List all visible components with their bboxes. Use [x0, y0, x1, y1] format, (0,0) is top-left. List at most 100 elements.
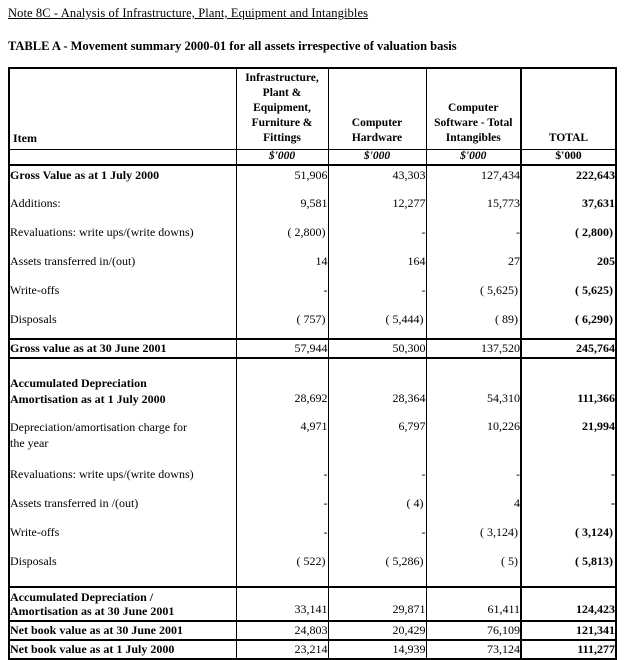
- value-computer-hardware: 50,300: [327, 337, 426, 359]
- row-label: Assets transferred in /(out): [10, 495, 139, 510]
- row-label: Additions:: [10, 195, 61, 210]
- value-total: ( 2,800): [520, 222, 616, 252]
- row-label-line2: Amortisation as at 30 June 2001: [10, 603, 175, 618]
- value-infrastructure: 4,971: [235, 416, 328, 465]
- value-infrastructure: -: [235, 493, 328, 523]
- row-label: Revaluations: write ups/(write downs): [10, 224, 194, 239]
- column-header-row: Item Infrastructure, Plant & Equipment, …: [9, 68, 616, 150]
- value-computer-software: 73,124: [425, 638, 521, 660]
- table-row: Depreciation/amortisation charge for the…: [9, 416, 616, 465]
- value-computer-hardware: 12,277: [327, 193, 426, 223]
- table-row: Disposals ( 757) ( 5,444) ( 89) ( 6,290): [9, 309, 616, 339]
- table-a-title: TABLE A - Movement summary 2000-01 for a…: [8, 39, 457, 53]
- row-label-line2: the year: [10, 435, 49, 450]
- value-computer-hardware: -: [327, 280, 426, 310]
- value-computer-software: 27: [425, 251, 521, 281]
- value-computer-software: ( 5): [425, 551, 521, 581]
- spacer-cell: [520, 580, 616, 587]
- value-infrastructure: -: [235, 522, 328, 552]
- row-label: Write-offs: [10, 282, 60, 297]
- unit-total: $'000: [520, 149, 616, 166]
- summary-row: Net book value as at 1 July 2000 23,214 …: [9, 638, 616, 660]
- table-row: Revaluations: write ups/(write downs) - …: [9, 464, 616, 494]
- value-total: 205: [520, 251, 616, 281]
- unit-computer-hardware: $'000: [327, 149, 426, 166]
- value-total: 37,631: [520, 193, 616, 223]
- row-label-line2: Amortisation as at 1 July 2000: [10, 391, 166, 406]
- table-row: Write-offs - - ( 3,124) ( 3,124): [9, 522, 616, 552]
- value-computer-software: -: [425, 222, 521, 252]
- value-computer-hardware: ( 4): [327, 493, 426, 523]
- value-computer-software: 137,520: [425, 337, 521, 359]
- units-row: $'000 $'000 $'000 $'000: [9, 149, 616, 166]
- spacer-cell: [520, 357, 616, 373]
- table-row: Assets transferred in /(out) - ( 4) 4 -: [9, 493, 616, 523]
- table-row-spacer: [9, 580, 616, 587]
- value-total: 124,423: [520, 585, 616, 622]
- value-total: -: [520, 464, 616, 494]
- column-header-computer-hardware: Computer Hardware: [327, 68, 426, 150]
- value-infrastructure: ( 522): [235, 551, 328, 581]
- value-infrastructure: -: [235, 464, 328, 494]
- unit-computer-software: $'000: [425, 149, 521, 166]
- column-header-item: Item: [9, 68, 236, 150]
- summary-row: Net book value as at 30 June 2001 24,803…: [9, 619, 616, 641]
- value-computer-software: 76,109: [425, 619, 521, 641]
- value-computer-hardware: -: [327, 222, 426, 252]
- value-computer-hardware: -: [327, 522, 426, 552]
- spacer-cell: [9, 358, 236, 373]
- value-infrastructure: 57,944: [235, 337, 328, 359]
- row-label: Write-offs: [10, 524, 60, 539]
- spacer-cell: [327, 357, 426, 373]
- value-computer-hardware: -: [327, 464, 426, 494]
- table-row: Gross Value as at 1 July 2000 51,906 43,…: [9, 164, 616, 194]
- row-label: Accumulated Depreciation / Amortisation …: [9, 585, 236, 622]
- value-computer-software: ( 3,124): [425, 522, 521, 552]
- row-label: Revaluations: write ups/(write downs): [10, 466, 194, 481]
- movement-summary-table: Item Infrastructure, Plant & Equipment, …: [8, 67, 617, 660]
- value-infrastructure: ( 2,800): [235, 222, 328, 252]
- value-computer-software: 15,773: [425, 193, 521, 223]
- value-computer-software: ( 89): [425, 309, 521, 339]
- value-total: ( 3,124): [520, 522, 616, 552]
- row-label: Gross value as at 30 June 2001: [9, 337, 236, 359]
- row-label: Net book value as at 1 July 2000: [9, 638, 236, 660]
- column-header-total: TOTAL: [520, 68, 616, 150]
- value-total: 245,764: [520, 337, 616, 359]
- row-label: Gross Value as at 1 July 2000: [10, 167, 160, 182]
- row-label: Disposals: [10, 311, 57, 326]
- value-total: ( 5,625): [520, 280, 616, 310]
- row-label-line1: Depreciation/amortisation charge for: [10, 419, 188, 434]
- row-label: Accumulated Depreciation Amortisation as…: [9, 373, 236, 417]
- table-row: Accumulated Depreciation Amortisation as…: [9, 372, 616, 417]
- row-label-line1: Accumulated Depreciation /: [10, 589, 154, 604]
- unit-infrastructure: $'000: [235, 149, 328, 166]
- row-label: Depreciation/amortisation charge for the…: [9, 417, 236, 465]
- value-infrastructure: 33,141: [235, 585, 328, 622]
- table-row: Additions: 9,581 12,277 15,773 37,631: [9, 193, 616, 223]
- value-computer-software: 127,434: [425, 164, 521, 194]
- spacer-cell: [235, 357, 328, 373]
- value-infrastructure: ( 757): [235, 309, 328, 339]
- value-computer-hardware: 6,797: [327, 416, 426, 465]
- value-computer-software: -: [425, 464, 521, 494]
- value-computer-software: 4: [425, 493, 521, 523]
- row-label-line1: Accumulated Depreciation: [10, 375, 147, 390]
- table-row: Assets transferred in/(out) 14 164 27 20…: [9, 251, 616, 281]
- value-total: -: [520, 493, 616, 523]
- value-computer-software: ( 5,625): [425, 280, 521, 310]
- row-label: Disposals: [10, 553, 57, 568]
- unit-item: [9, 149, 236, 166]
- value-total: ( 5,813): [520, 551, 616, 581]
- spacer-cell: [235, 580, 328, 587]
- table-row: Write-offs - - ( 5,625) ( 5,625): [9, 280, 616, 310]
- value-computer-hardware: 20,429: [327, 619, 426, 641]
- value-infrastructure: 9,581: [235, 193, 328, 223]
- value-computer-software: 54,310: [425, 372, 521, 417]
- column-header-infrastructure: Infrastructure, Plant & Equipment, Furni…: [235, 68, 328, 150]
- value-infrastructure: 23,214: [235, 638, 328, 660]
- value-infrastructure: -: [235, 280, 328, 310]
- value-total: 111,277: [520, 638, 616, 660]
- value-computer-hardware: 28,364: [327, 372, 426, 417]
- value-infrastructure: 51,906: [235, 164, 328, 194]
